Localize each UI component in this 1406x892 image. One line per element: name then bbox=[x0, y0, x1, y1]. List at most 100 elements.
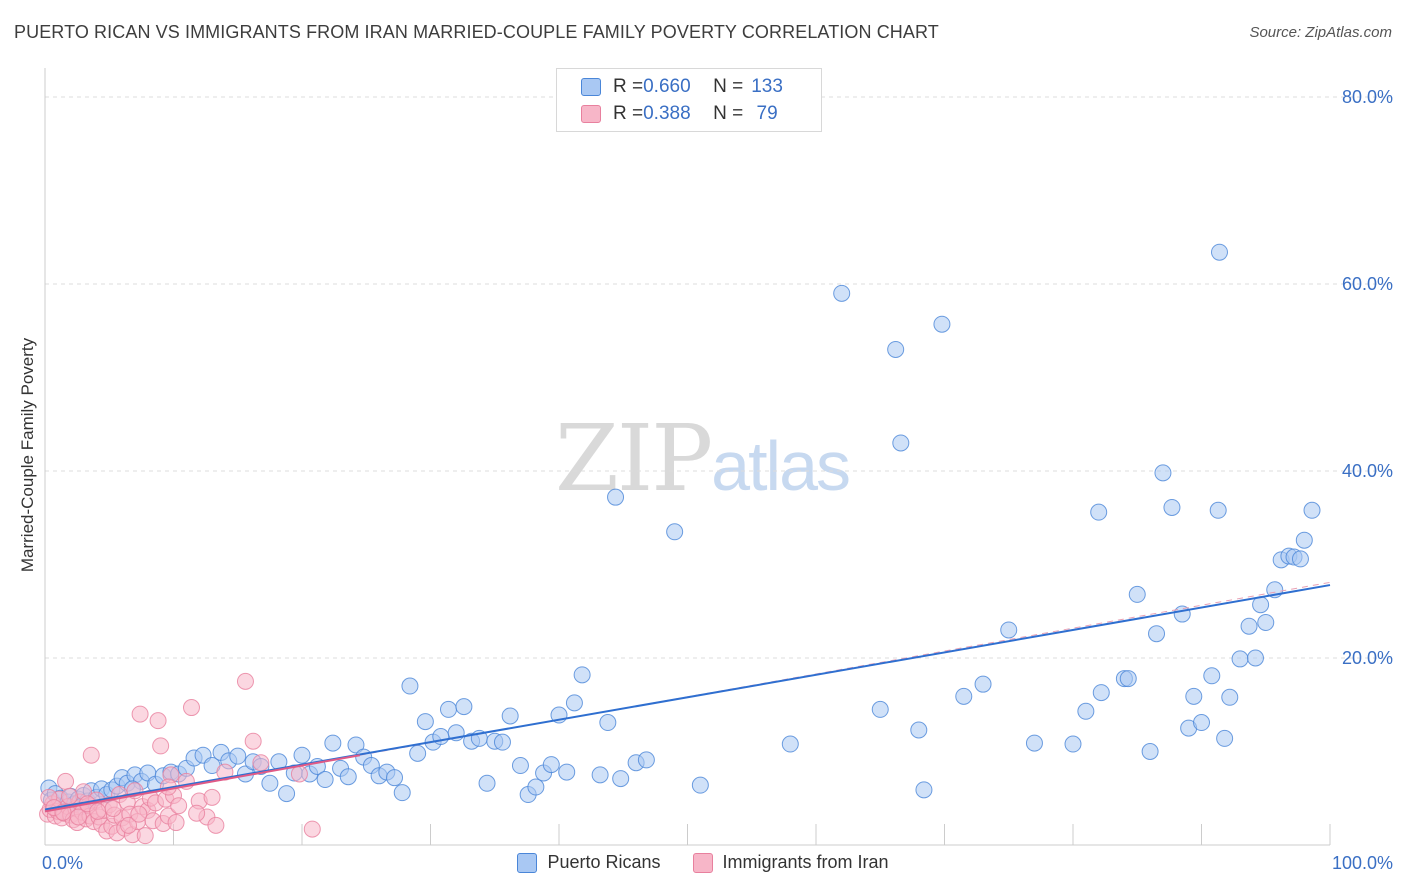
puerto-rican-point bbox=[1128, 585, 1146, 603]
puerto-rican-point bbox=[1240, 617, 1258, 635]
puerto-rican-point bbox=[293, 746, 311, 764]
puerto-rican-point bbox=[637, 751, 655, 769]
puerto-rican-point bbox=[1193, 714, 1210, 732]
puerto-rican-point bbox=[1119, 670, 1137, 688]
watermark: ZIPatlas bbox=[555, 405, 851, 512]
iran-immigrant-point bbox=[69, 808, 87, 826]
puerto-rican-point bbox=[1173, 605, 1191, 623]
legend-n-label: N = bbox=[713, 103, 744, 124]
x-tick-label: 0.0% bbox=[42, 853, 83, 873]
puerto-rican-point bbox=[1163, 498, 1181, 516]
puerto-rican-point bbox=[1209, 501, 1227, 519]
y-tick-label: 20.0% bbox=[1342, 648, 1393, 668]
puerto-rican-point bbox=[666, 523, 684, 541]
legend-item-immigrants-from-iran: Immigrants from Iran bbox=[692, 852, 889, 873]
legend-swatch-pink bbox=[581, 105, 601, 123]
puerto-rican-point bbox=[347, 736, 365, 754]
puerto-rican-point bbox=[1092, 684, 1110, 702]
iran-immigrant-point bbox=[60, 787, 78, 805]
legend-r-value: 0.660 bbox=[643, 76, 691, 97]
legend-label: Puerto Ricans bbox=[547, 852, 661, 872]
puerto-rican-point bbox=[1077, 702, 1095, 720]
puerto-rican-point bbox=[565, 694, 583, 712]
iran-immigrant-point bbox=[120, 816, 138, 834]
puerto-rican-point bbox=[1246, 649, 1264, 667]
series-legend: Puerto Ricans Immigrants from Iran bbox=[0, 852, 1406, 873]
puerto-rican-point bbox=[229, 747, 247, 765]
trend-lines bbox=[44, 581, 1331, 813]
puerto-rican-point bbox=[339, 768, 357, 786]
chart-title: PUERTO RICAN VS IMMIGRANTS FROM IRAN MAR… bbox=[14, 22, 939, 42]
puerto-rican-point bbox=[393, 784, 411, 802]
watermark-atlas: atlas bbox=[711, 427, 851, 505]
iran-immigrant-point bbox=[149, 712, 167, 730]
puerto-rican-point bbox=[1216, 729, 1234, 747]
legend-swatch-blue bbox=[581, 78, 601, 96]
puerto-rican-point bbox=[955, 687, 973, 705]
puerto-rican-point bbox=[324, 734, 342, 752]
puerto-rican-point bbox=[409, 744, 427, 762]
puerto-rican-point bbox=[887, 340, 905, 358]
puerto-rican-point bbox=[607, 488, 625, 506]
iran-immigrant-point bbox=[89, 802, 107, 820]
legend-label: Immigrants from Iran bbox=[722, 852, 889, 872]
puerto-rican-point bbox=[261, 774, 279, 792]
puerto-rican-point bbox=[1154, 464, 1172, 482]
iran-immigrant-point bbox=[136, 827, 154, 845]
puerto-rican-point bbox=[1303, 501, 1321, 519]
iran-immigrant-point bbox=[252, 754, 270, 772]
puerto-rican-point bbox=[401, 677, 419, 695]
y-tick-label: 40.0% bbox=[1342, 461, 1393, 481]
iran-immigrant-point bbox=[303, 820, 321, 838]
legend-row-immigrants-from-iran: R = 0.388 N = 79 bbox=[581, 102, 778, 126]
puerto-rican-point bbox=[1185, 687, 1203, 705]
gridlines bbox=[45, 96, 1392, 659]
legend-n-value: 133 bbox=[751, 76, 783, 97]
iran-immigrant-point bbox=[57, 772, 75, 790]
iran-immigrant-point bbox=[182, 699, 200, 717]
puerto-rican-point bbox=[386, 769, 404, 787]
y-tick-label: 80.0% bbox=[1342, 87, 1393, 107]
y-tick-label: 60.0% bbox=[1342, 274, 1393, 294]
puerto-rican-point bbox=[915, 781, 933, 799]
puerto-rican-point bbox=[1025, 734, 1043, 752]
legend-r-label: R = bbox=[613, 76, 644, 97]
iran-immigrant-point bbox=[203, 788, 221, 806]
puerto-rican-point bbox=[1090, 503, 1108, 521]
iran-immigrant-point bbox=[170, 797, 188, 815]
iran-immigrant-point bbox=[131, 705, 149, 723]
puerto-rican-point bbox=[1257, 613, 1275, 631]
iran-immigrant-point bbox=[290, 765, 308, 783]
puerto-rican-point bbox=[478, 774, 496, 792]
puerto-rican-point bbox=[974, 675, 992, 693]
iran-immigrant-point bbox=[207, 816, 225, 834]
legend-r-label: R = bbox=[613, 103, 644, 124]
puerto-rican-point bbox=[1203, 667, 1221, 685]
puerto-rican-point bbox=[1231, 650, 1249, 668]
legend-item-puerto-ricans: Puerto Ricans bbox=[517, 852, 661, 873]
puerto-rican-point bbox=[455, 698, 473, 716]
puerto-rican-point bbox=[511, 757, 529, 775]
puerto-rican-point bbox=[1148, 625, 1166, 643]
puerto-rican-point bbox=[1221, 688, 1239, 706]
puerto-rican-point bbox=[439, 700, 457, 718]
iran-immigrant-point bbox=[244, 732, 262, 750]
puerto-rican-point bbox=[1291, 550, 1309, 568]
puerto-rican-point bbox=[1000, 621, 1018, 639]
source-credit: Source: ZipAtlas.com bbox=[1249, 24, 1392, 41]
puerto-rican-point bbox=[1295, 531, 1313, 549]
puerto-rican-point bbox=[612, 770, 630, 788]
puerto-rican-point bbox=[316, 771, 334, 789]
puerto-rican-point bbox=[933, 315, 951, 333]
iran-immigrant-point bbox=[188, 804, 206, 822]
puerto-rican-point bbox=[542, 756, 560, 774]
legend-n-label: N = bbox=[713, 76, 744, 97]
iran-immigrant-point bbox=[167, 814, 185, 832]
puerto-rican-point bbox=[871, 700, 889, 718]
puerto-rican-point bbox=[1210, 243, 1228, 261]
puerto-rican-point bbox=[558, 763, 576, 781]
watermark-zip: ZIP bbox=[555, 405, 713, 512]
legend-r-value: 0.388 bbox=[643, 103, 691, 124]
legend-swatch-blue bbox=[517, 852, 538, 873]
